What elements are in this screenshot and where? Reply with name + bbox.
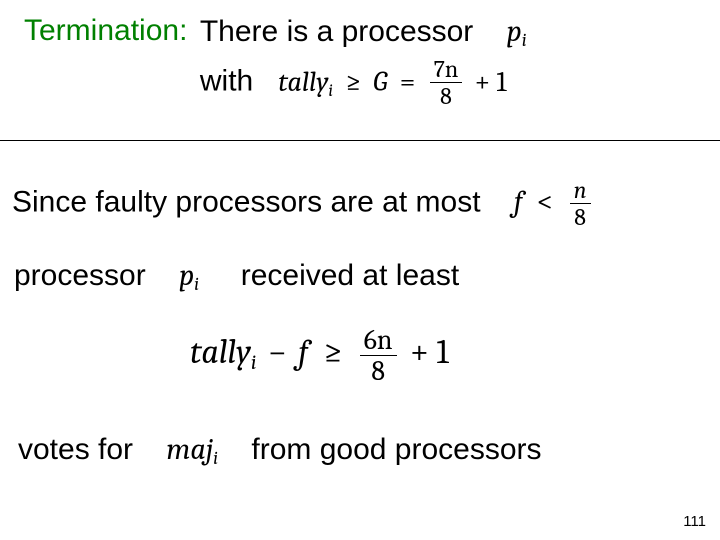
f2: f: [298, 332, 308, 372]
plus1-2: + 1: [410, 332, 449, 372]
page-number: 111: [683, 513, 706, 530]
header-line1: There is a processor pi: [200, 15, 527, 48]
inequality: tallyi − f ≥ 6n 8 + 1: [190, 326, 449, 385]
frac-n-8: n 8: [570, 178, 591, 229]
plus1: + 1: [475, 66, 507, 98]
text-there-is: There is a processor: [200, 15, 473, 48]
from-good-text: from good processors: [251, 433, 541, 466]
G: G: [373, 66, 387, 98]
processor-line: processor pi received at least: [14, 258, 459, 295]
lt: <: [537, 184, 554, 219]
header-line2: with tallyi ≥ G = 7n 8 + 1: [200, 57, 507, 108]
geq: ≥: [345, 66, 361, 98]
eq: =: [400, 66, 416, 98]
since-line: Since faulty processors are at most f < …: [12, 178, 593, 229]
processor-text: processor: [14, 259, 146, 292]
tally-i-2: tallyi: [190, 332, 256, 372]
votes-for-text: votes for: [18, 433, 133, 466]
votes-line: votes for maji from good processors: [18, 432, 542, 469]
geq2: ≥: [323, 332, 342, 372]
minus: −: [268, 332, 287, 372]
text-with: with: [200, 65, 253, 98]
f: f: [514, 184, 523, 219]
slide: Termination: There is a processor pi wit…: [0, 0, 720, 540]
since-text: Since faulty processors are at most: [12, 185, 481, 218]
tally-i: tallyi: [278, 66, 333, 98]
header-block: Termination: There is a processor pi wit…: [0, 0, 720, 141]
received-text: received at least: [241, 259, 459, 292]
p-i-2: pi: [179, 258, 199, 293]
frac-6n-8: 6n 8: [360, 326, 397, 385]
maj-i: maji: [166, 432, 218, 467]
frac-7n-8: 7n 8: [430, 57, 463, 108]
header-statement: There is a processor pi with tallyi ≥ G …: [200, 14, 527, 108]
p-i: pi: [507, 14, 527, 49]
termination-label: Termination:: [24, 14, 187, 48]
